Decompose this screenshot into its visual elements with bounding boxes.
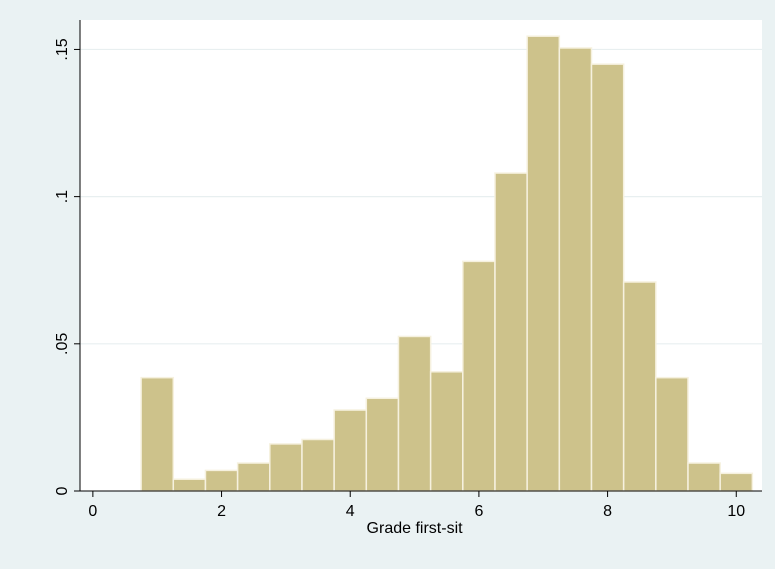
histogram-bar xyxy=(172,478,207,492)
histogram-bar xyxy=(429,371,464,492)
histogram-bar xyxy=(622,281,657,492)
x-tick-label: 6 xyxy=(474,503,483,520)
x-axis-title: Grade first-sit xyxy=(367,520,464,537)
histogram-bar xyxy=(462,260,496,492)
histogram-bar xyxy=(269,443,303,492)
histogram-bar xyxy=(204,469,239,492)
histogram-bar xyxy=(590,63,625,492)
histogram-bar xyxy=(526,35,561,492)
x-tick-label: 10 xyxy=(727,503,745,520)
histogram-bars xyxy=(140,35,754,492)
histogram-bar xyxy=(655,376,689,492)
histogram-bar xyxy=(397,335,432,492)
x-axis-ticks: 0 2 4 6 8 10 xyxy=(88,491,745,520)
y-tick-label: .05 xyxy=(54,333,71,355)
axes xyxy=(79,20,762,492)
histogram-bar xyxy=(365,397,400,492)
histogram-bar xyxy=(140,376,175,492)
x-tick-label: 4 xyxy=(346,503,355,520)
x-tick-label: 8 xyxy=(603,503,612,520)
x-tick-label: 0 xyxy=(88,503,97,520)
histogram-bar xyxy=(301,438,335,492)
histogram-bar xyxy=(333,409,368,492)
y-tick-label: .15 xyxy=(54,38,71,60)
histogram-bar xyxy=(558,47,593,492)
histogram-bar xyxy=(236,462,271,492)
y-tick-label: .1 xyxy=(54,190,71,203)
histogram-bar xyxy=(687,462,721,492)
histogram-bar xyxy=(719,472,754,492)
y-axis-ticks: 0 .05 .1 .15 xyxy=(54,38,80,495)
x-tick-label: 2 xyxy=(217,503,226,520)
histogram-bar xyxy=(494,172,528,492)
y-tick-label: 0 xyxy=(54,486,71,495)
